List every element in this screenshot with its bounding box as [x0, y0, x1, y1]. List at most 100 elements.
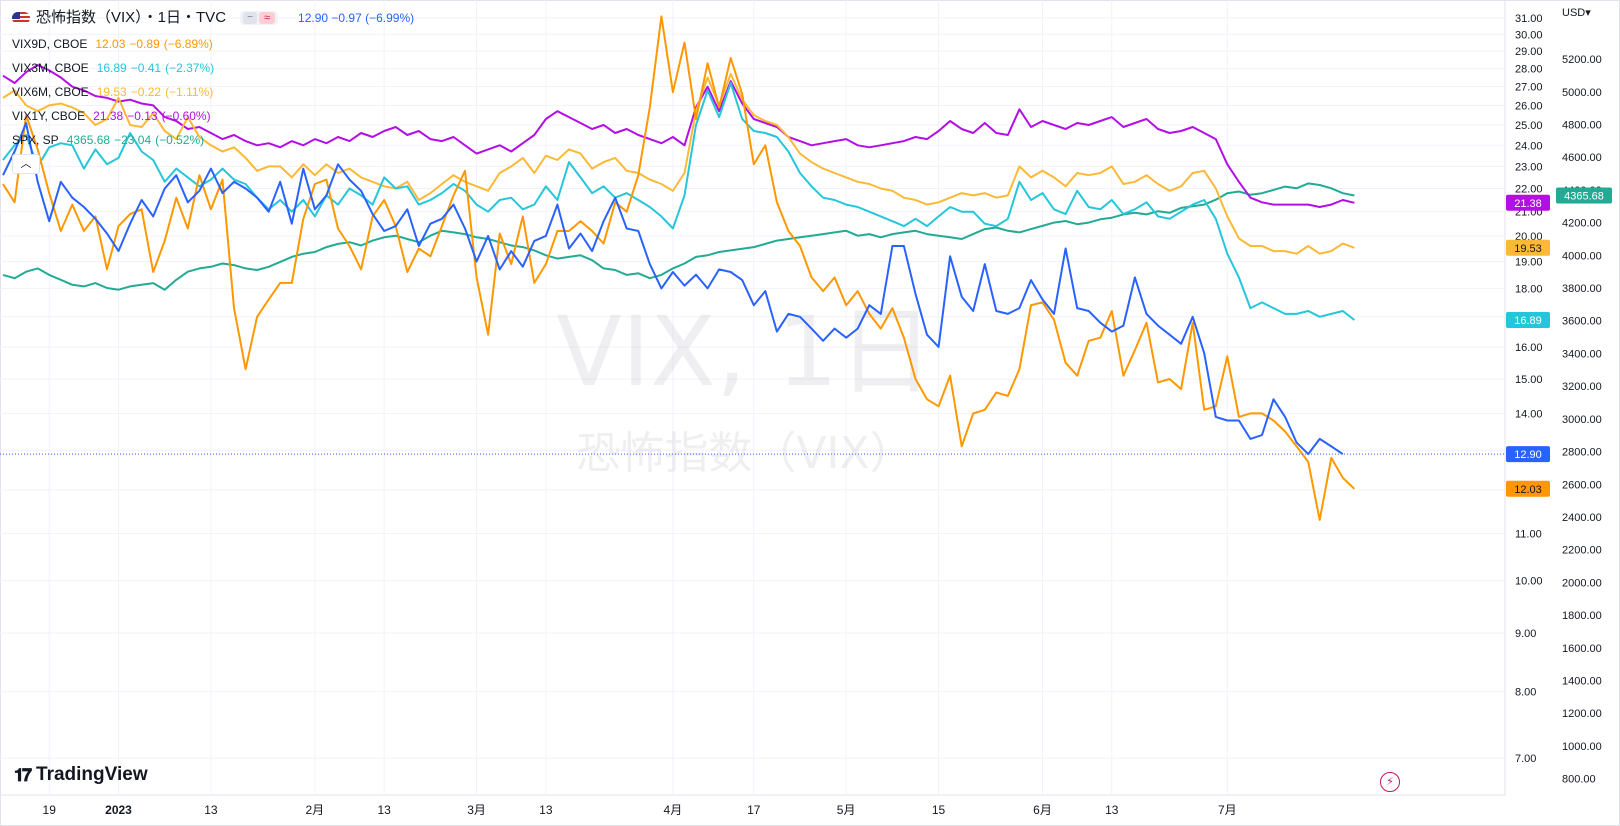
left-axis-tick-label: 24.00: [1515, 140, 1543, 152]
price-badge-vix1y: [1506, 194, 1550, 211]
right-axis-tick-label: 2400.00: [1562, 512, 1602, 524]
left-axis-tick-label: 23.00: [1515, 161, 1543, 173]
legend-values: 21.38 −0.13 (−0.60%): [93, 104, 214, 128]
x-axis-tick-label: 17: [747, 803, 761, 817]
right-axis-tick-label: 3800.00: [1562, 283, 1602, 295]
price-badge-vix: [1506, 446, 1550, 463]
legend-values: 19.53 −0.22 (−1.11%): [97, 80, 218, 104]
series-line-vix6m[interactable]: [2, 72, 1355, 255]
left-axis-tick-label: 27.00: [1515, 82, 1543, 94]
x-axis-tick-label: 15: [932, 803, 946, 817]
legend-change: −0.89: [129, 37, 160, 51]
legend-symbol: VIX3M, CBOE: [12, 61, 89, 75]
right-axis-tick-label: 4800.00: [1562, 119, 1602, 131]
series-line-vix1y[interactable]: [2, 64, 1355, 208]
right-axis-tick-label: 1200.00: [1562, 708, 1602, 720]
x-axis-tick-label: 13: [1105, 803, 1119, 817]
legend-row[interactable]: VIX6M, CBOE 19.53 −0.22 (−1.11%): [12, 80, 414, 104]
legend-row[interactable]: SPX, SP 4365.68 −23.04 (−0.52%): [12, 128, 414, 152]
minus-icon[interactable]: −: [243, 12, 258, 24]
legend-symbol: VIX9D, CBOE: [12, 37, 88, 51]
series-line-vix9d[interactable]: [2, 15, 1356, 521]
legend-values: 4365.68 −23.04 (−0.52%): [67, 128, 208, 152]
legend-value: 4365.68: [66, 133, 111, 147]
legend: 恐怖指数（VIX）・1日・TVC − ≈ 12.90 −0.97 (−6.99%…: [12, 8, 414, 152]
right-axis-tick-label: 1600.00: [1562, 643, 1602, 655]
series-line-vix3m[interactable]: [2, 82, 1356, 321]
series-line-vix[interactable]: [2, 122, 1344, 456]
currency-selector[interactable]: USD▾: [1562, 7, 1591, 19]
price-badge-vix3m: [1506, 312, 1550, 329]
left-axis-tick-label: 15.00: [1515, 374, 1543, 386]
price-badge-vix9d: [1506, 480, 1550, 497]
x-axis-tick-label: 13: [377, 803, 391, 817]
right-axis-tick-label: 2800.00: [1562, 447, 1602, 459]
legend-pct: (−0.60%): [161, 109, 211, 123]
legend-change: −23.04: [114, 133, 152, 147]
main-series-values: 12.90 −0.97 (−6.99%): [298, 11, 415, 25]
price-badge-vix6m: [1506, 239, 1550, 256]
x-axis-tick-label: 13: [539, 803, 553, 817]
watermark-symbol: VIX, 1日: [556, 296, 934, 408]
right-axis-tick-label: 4000.00: [1562, 250, 1602, 262]
x-axis-tick-label: 7月: [1218, 803, 1237, 817]
legend-change: −0.41: [130, 61, 162, 75]
price-badge-label: 4365.68: [1564, 191, 1604, 203]
watermark-description: 恐怖指数（VIX）: [576, 428, 913, 479]
legend-symbol: VIX6M, CBOE: [12, 85, 89, 99]
legend-row[interactable]: VIX3M, CBOE 16.89 −0.41 (−2.37%): [12, 56, 414, 80]
x-axis-tick-label: 3月: [467, 803, 486, 817]
left-axis-tick-label: 14.00: [1515, 408, 1543, 420]
lightning-icon[interactable]: ⚡: [1380, 772, 1400, 792]
x-axis-tick-label: 5月: [837, 803, 856, 817]
left-axis-tick-label: 25.00: [1515, 120, 1543, 132]
legend-value: 21.38: [93, 109, 124, 123]
right-axis-tick-label: 4200.00: [1562, 218, 1602, 230]
left-axis-tick-label: 10.00: [1515, 576, 1543, 588]
wave-icon[interactable]: ≈: [259, 12, 276, 24]
x-axis-tick-label: 2023: [105, 803, 132, 817]
left-axis-tick-label: 28.00: [1515, 64, 1543, 76]
legend-rows: VIX9D, CBOE 12.03 −0.89 (−6.89%) VIX3M, CBOE…: [12, 32, 414, 152]
right-axis-tick-label: 1800.00: [1562, 610, 1602, 622]
right-axis-tick-label: 4600.00: [1562, 152, 1602, 164]
price-badge-label: 19.53: [1514, 243, 1542, 255]
right-axis-tick-label: 2000.00: [1562, 577, 1602, 589]
legend-value: 16.89: [96, 61, 127, 75]
right-axis-tick-label: 5000.00: [1562, 87, 1602, 99]
left-axis-tick-label: 30.00: [1515, 29, 1543, 41]
legend-value: 12.03: [95, 37, 126, 51]
left-axis-tick-label: 31.00: [1515, 13, 1543, 25]
x-axis-tick-label: 4月: [664, 803, 683, 817]
legend-row[interactable]: VIX9D, CBOE 12.03 −0.89 (−6.89%): [12, 32, 414, 56]
left-axis-tick-label: 16.00: [1515, 342, 1543, 354]
compare-pill[interactable]: − ≈: [240, 11, 279, 25]
left-axis-tick-label: 29.00: [1515, 46, 1543, 58]
tradingview-logo-text: TradingView: [36, 764, 148, 785]
series-line-spx[interactable]: [2, 182, 1355, 291]
right-axis-tick-label: 2200.00: [1562, 545, 1602, 557]
legend-change: −0.22: [130, 85, 162, 99]
left-axis-tick-label: 18.00: [1515, 283, 1543, 295]
right-axis-tick-label: 3000.00: [1562, 414, 1602, 426]
price-badge-label: 21.38: [1514, 198, 1542, 210]
left-axis-tick-label: 9.00: [1515, 628, 1536, 640]
right-axis-tick-label: 2600.00: [1562, 479, 1602, 491]
legend-pct: (−1.11%): [165, 85, 214, 99]
legend-values: 12.03 −0.89 (−6.89%): [95, 32, 216, 56]
right-axis-tick-label: 5200.00: [1562, 54, 1602, 66]
legend-row[interactable]: VIX1Y, CBOE 21.38 −0.13 (−0.60%): [12, 104, 414, 128]
main-series-title-row: 恐怖指数（VIX）・1日・TVC − ≈ 12.90 −0.97 (−6.99%…: [12, 8, 414, 28]
tradingview-logo-icon: 𝟏𝟕: [14, 764, 32, 785]
us-flag-icon: [12, 12, 30, 24]
right-axis-tick-label: 1000.00: [1562, 741, 1602, 753]
x-axis-tick-label: 2月: [306, 803, 325, 817]
left-axis-tick-label: 7.00: [1515, 753, 1536, 765]
main-series-title: 恐怖指数（VIX）・1日・TVC: [36, 9, 227, 26]
right-axis-tick-label: 1400.00: [1562, 676, 1602, 688]
right-axis-tick-label: 3200.00: [1562, 381, 1602, 393]
currency-label: USD: [1562, 7, 1586, 19]
collapse-legend-button[interactable]: ︿: [12, 154, 40, 174]
